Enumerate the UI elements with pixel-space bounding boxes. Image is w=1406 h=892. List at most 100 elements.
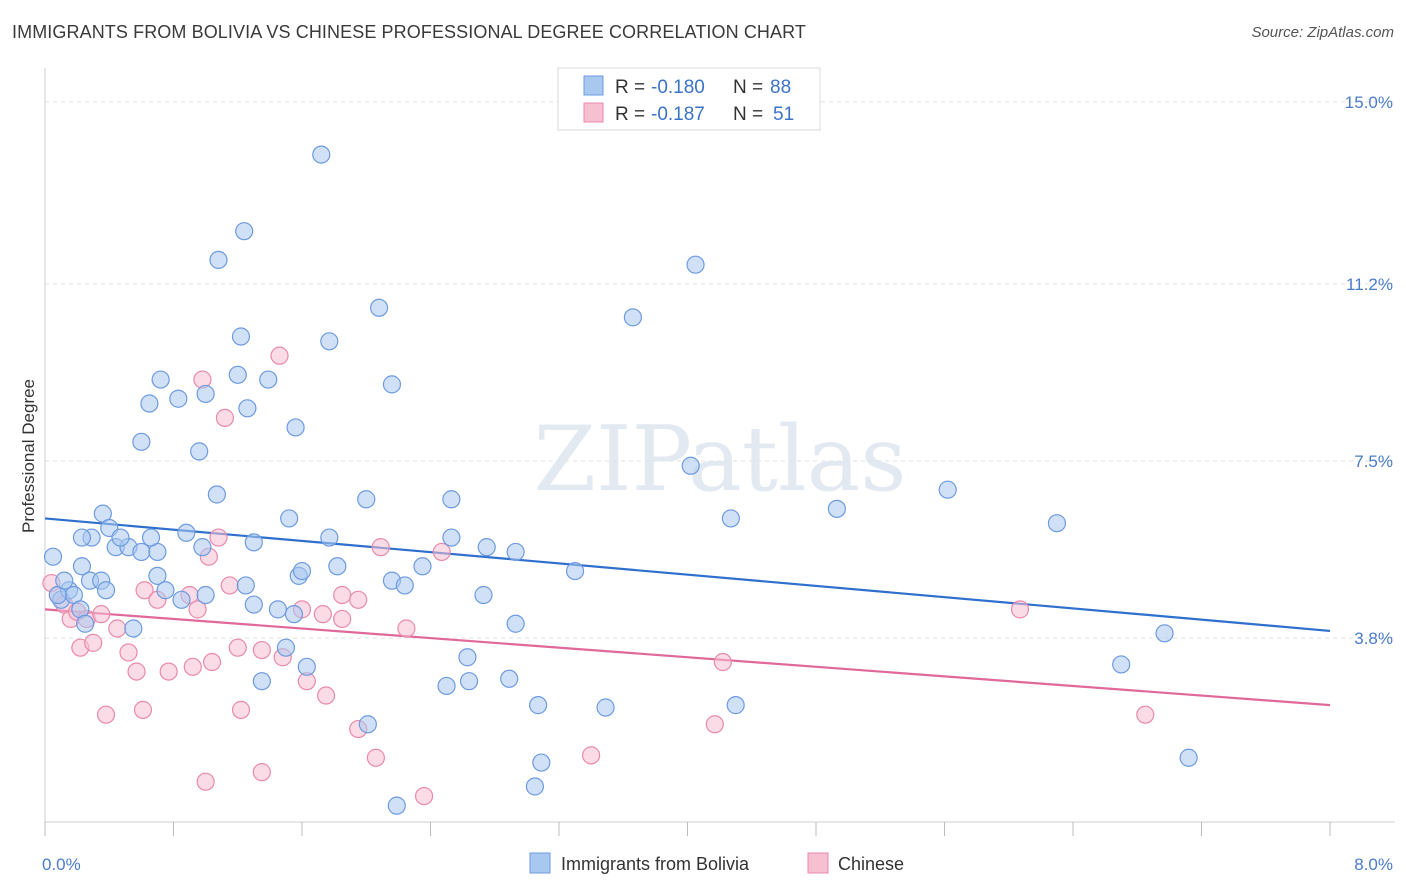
point-0-73 [938,480,957,499]
point-0-49 [72,528,92,547]
point-1-21 [252,640,271,660]
point-1-48 [215,408,234,427]
y-tick-label-2: 11.2% [1346,275,1393,294]
legend-r-label-1: R = [615,77,645,98]
point-0-36 [395,576,414,595]
point-0-54 [190,442,209,461]
point-0-34 [328,557,347,576]
legend-n-label-2: N = [733,104,763,125]
point-0-58 [238,399,257,418]
legend-n-value-1: 88 [770,77,791,98]
point-0-76 [297,657,316,676]
point-1-36 [133,700,153,719]
point-0-74 [1047,514,1067,533]
point-0-64 [207,485,226,504]
chart-title: IMMIGRANTS FROM BOLIVIA VS CHINESE PROFE… [12,22,806,42]
point-1-24 [313,605,332,624]
point-1-46 [1010,600,1030,619]
point-0-30 [172,590,191,609]
point-1-42 [414,786,434,806]
point-1-11 [127,662,146,681]
point-0-81 [500,669,519,688]
point-0-69 [686,255,705,274]
point-0-87 [1112,655,1131,674]
legend-r-value-2: -0.187 [651,104,705,125]
point-0-20 [96,581,116,600]
source-label: Source: ZipAtlas.com [1251,24,1394,41]
point-0-71 [721,509,740,528]
point-1-37 [183,657,202,676]
point-1-49 [270,346,289,365]
point-1-8 [92,605,111,624]
trend-lines [44,517,1331,707]
point-1-41 [366,748,385,767]
series-legend-label-chinese: Chinese [838,854,904,874]
point-1-7 [84,633,103,652]
point-0-24 [193,538,212,557]
point-1-26 [349,590,368,609]
point-1-25 [333,585,352,605]
point-0-22 [141,528,161,547]
series-legend: Immigrants from Bolivia Chinese [529,852,904,874]
point-0-83 [596,698,615,717]
point-1-9 [108,619,127,638]
point-0-51 [140,394,159,413]
point-0-47 [442,528,461,547]
point-1-28 [316,686,336,705]
y-tick-label-3: 15.0% [1345,93,1393,112]
y-tick-label-0: 3.8% [1354,629,1393,648]
y-axis-label: Professional Degree [19,379,38,533]
point-1-14 [159,662,178,681]
point-0-56 [228,365,247,384]
point-0-46 [357,490,376,509]
series-legend-swatch-bolivia [529,852,551,874]
point-0-55 [196,384,215,404]
x-tick-label-0: 0.0% [42,855,81,874]
point-0-67 [312,145,331,164]
point-1-29 [333,609,352,629]
data-points [42,145,1198,815]
point-0-50 [132,432,151,451]
watermark: ZIPatlas [533,407,906,512]
stats-legend: R = -0.180 N = 88 R = -0.187 N = 51 [557,67,821,131]
legend-r-label-2: R = [615,104,645,125]
point-0-0 [43,547,63,566]
point-1-16 [188,600,207,619]
point-1-34 [231,700,251,719]
point-0-72 [827,499,846,518]
point-1-44 [705,715,724,734]
x-tick-label-1: 8.0% [1354,855,1393,874]
point-0-68 [623,308,642,327]
point-1-45 [713,652,732,672]
point-0-86 [387,796,406,815]
point-0-78 [437,676,456,696]
point-0-80 [458,648,477,667]
point-0-25 [244,533,263,552]
point-0-21 [111,528,130,547]
point-1-10 [119,643,138,662]
point-0-26 [196,585,215,605]
point-0-63 [382,375,402,394]
point-0-85 [525,777,545,796]
point-0-5 [76,614,95,633]
point-1-17 [209,528,228,547]
legend-swatch-bolivia [583,75,604,96]
point-0-66 [235,222,254,241]
point-0-48 [442,490,461,509]
point-1-35 [96,705,116,724]
point-0-16 [148,566,167,585]
point-0-89 [1179,748,1198,767]
point-1-19 [220,576,239,595]
point-0-42 [506,614,525,633]
legend-r-value-1: -0.180 [651,77,705,98]
point-1-32 [432,542,451,562]
point-1-20 [228,638,247,657]
point-0-43 [284,605,304,624]
point-0-7 [55,571,74,590]
point-0-61 [320,332,339,351]
legend-swatch-chinese [583,102,604,123]
point-0-90 [726,696,745,715]
legend-n-label-1: N = [733,77,763,98]
point-0-75 [252,672,271,691]
